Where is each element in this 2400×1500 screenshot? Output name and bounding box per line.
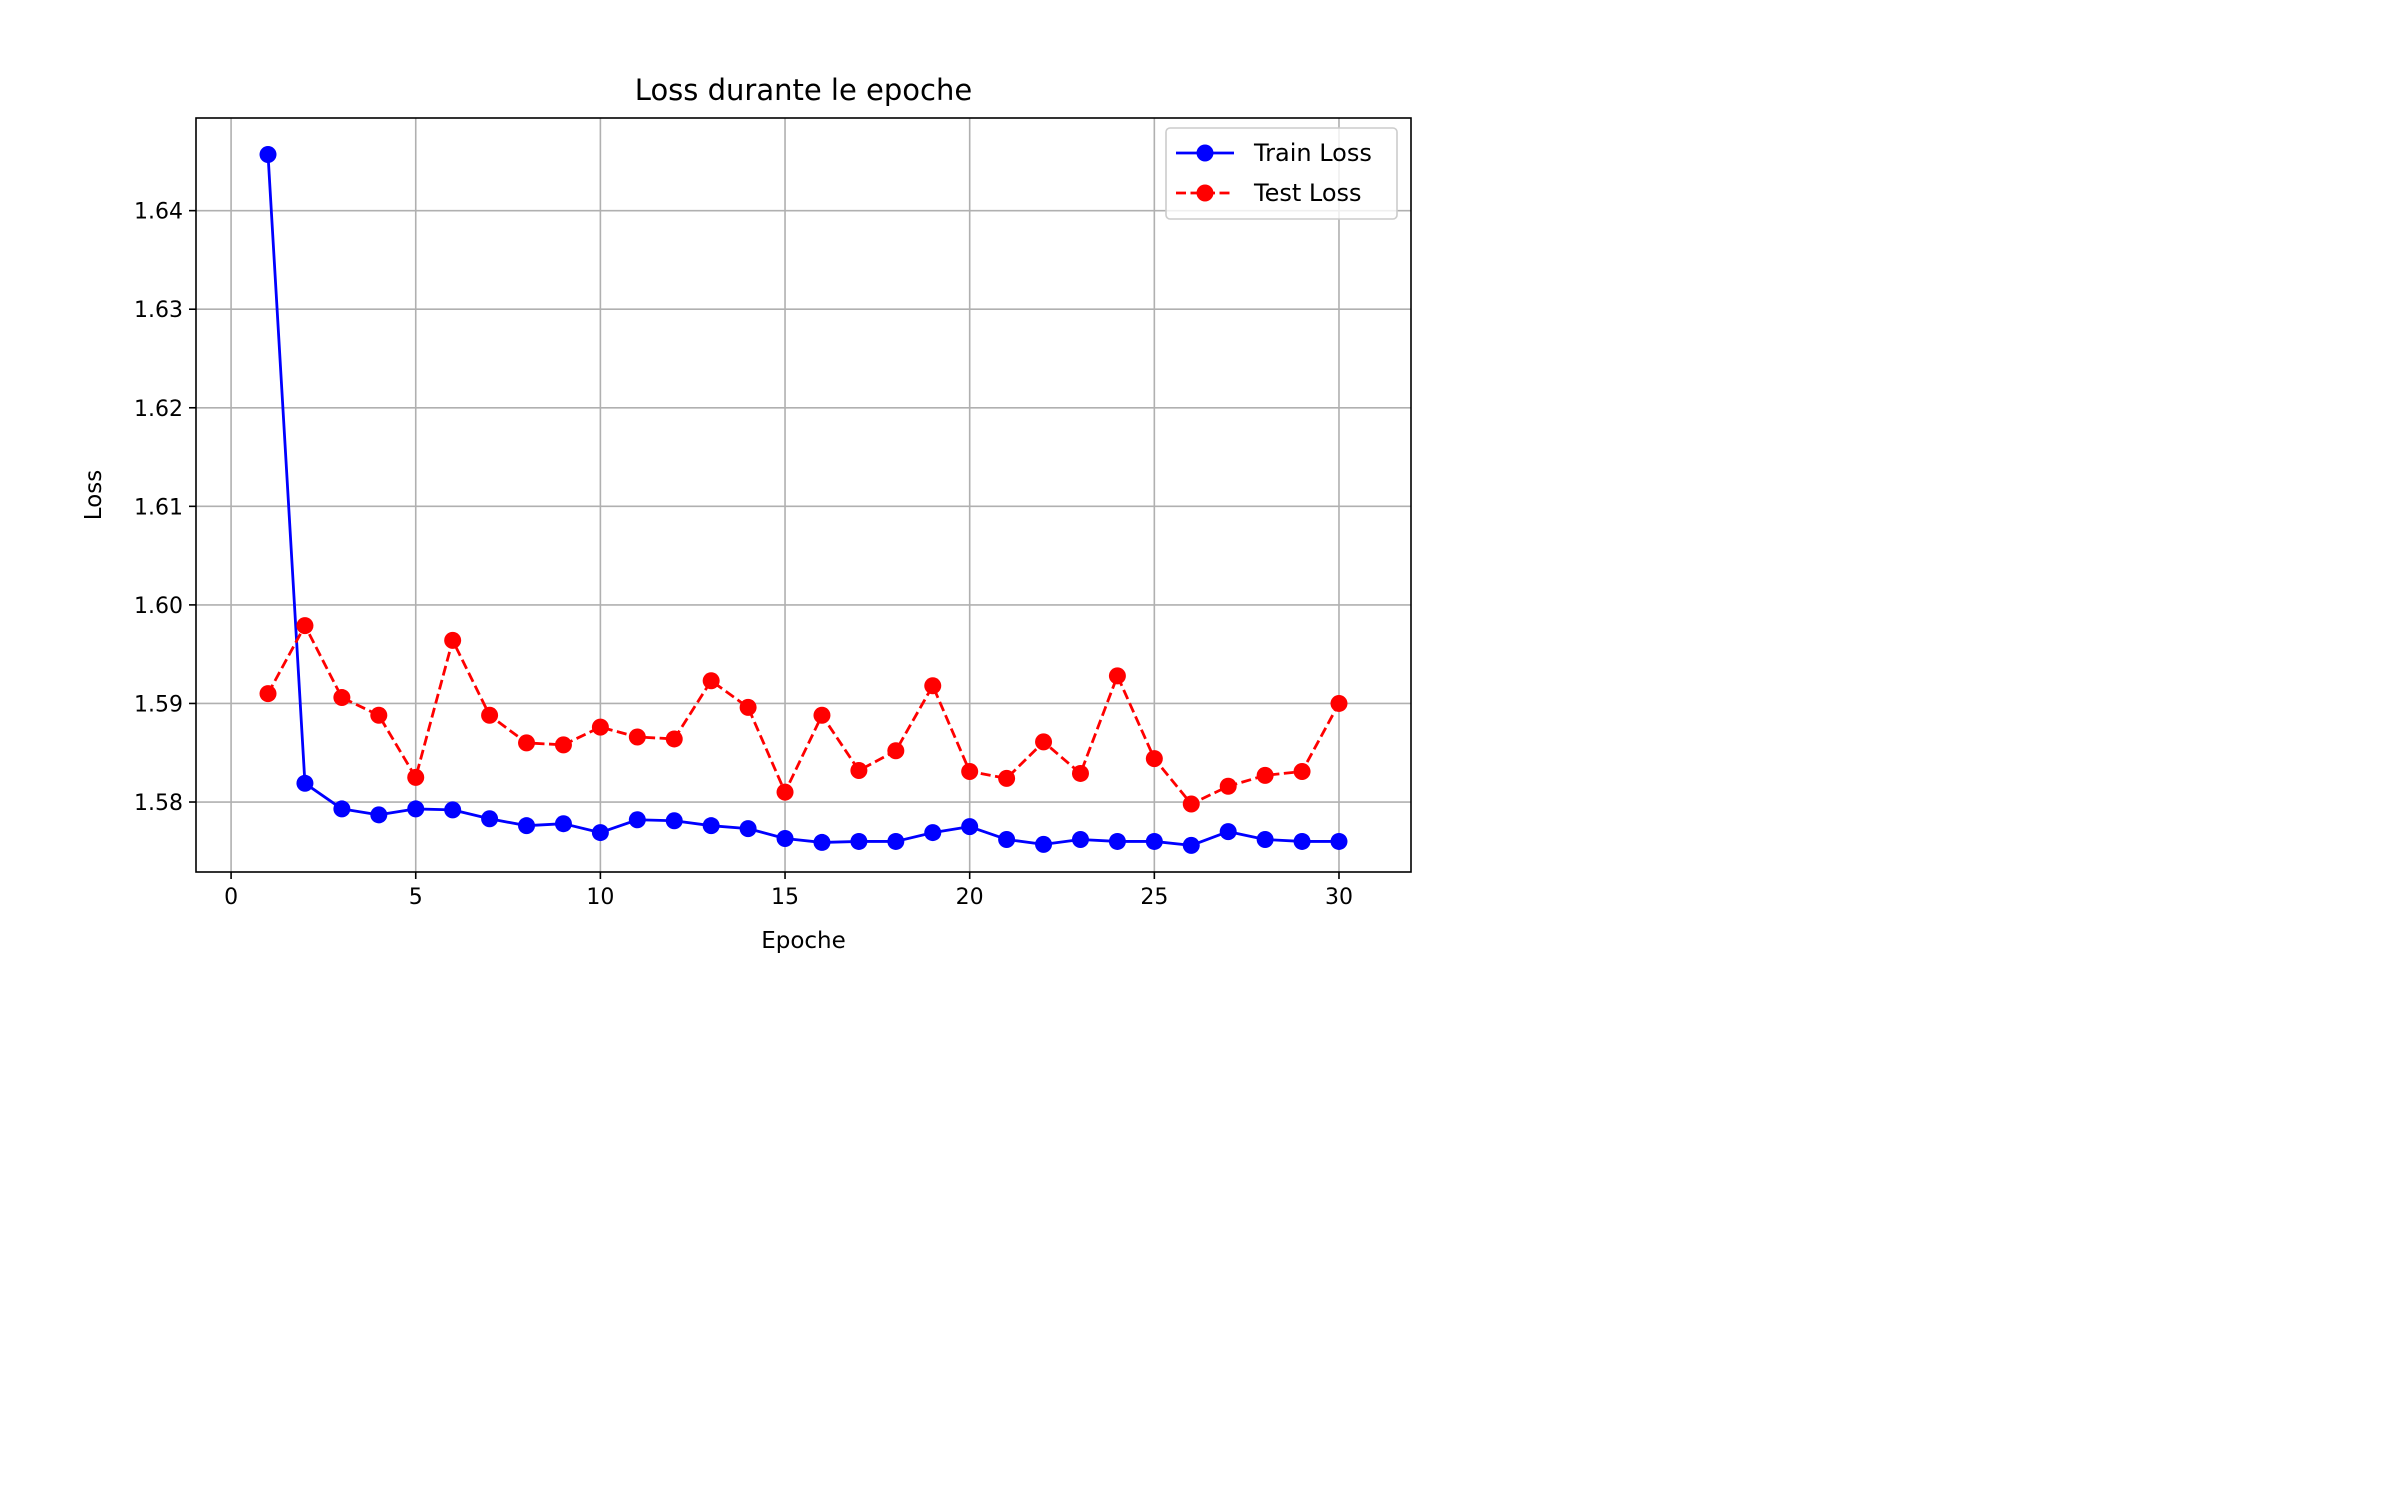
data-point [259,685,277,703]
data-point [887,742,905,760]
data-point [481,706,499,724]
data-point [665,730,683,748]
data-point [665,812,683,830]
data-point [259,145,277,163]
data-point [887,832,905,850]
data-point [813,833,831,851]
data-point [628,811,646,829]
data-point [1145,832,1163,850]
data-point [961,818,979,836]
data-point [998,830,1016,848]
x-axis: 0 5 10 15 20 25 30 [224,872,1353,910]
data-point [591,718,609,736]
x-tick-label: 20 [956,885,984,910]
data-point [1219,823,1237,841]
y-tick-label: 1.58 [134,791,183,816]
data-point [296,617,314,635]
data-point [1071,764,1089,782]
data-point [1071,830,1089,848]
y-tick-label: 1.63 [134,298,183,323]
x-tick-label: 30 [1325,885,1353,910]
grid [196,118,1411,872]
data-point [924,824,942,842]
data-point [702,817,720,835]
data-point [850,832,868,850]
data-point [554,736,572,754]
series-layer [259,145,1348,854]
chart-title: Loss durante le epoche [635,73,972,107]
data-point [407,768,425,786]
x-tick-label: 10 [586,885,614,910]
series-test-loss [259,617,1348,813]
data-point [702,672,720,690]
legend-box [1165,127,1398,220]
data-point [1108,667,1126,685]
data-point [518,817,536,835]
y-tick-label: 1.59 [134,692,183,717]
x-tick-label: 15 [771,885,799,910]
data-point [370,806,388,824]
data-point [296,774,314,792]
data-point [628,728,646,746]
legend-marker [1196,184,1214,202]
x-tick-label: 25 [1140,885,1168,910]
loss-chart: Loss durante le epoche 0 5 10 15 20 25 30 1.58… [0,0,1546,966]
series-train-loss [259,145,1348,854]
data-point [1182,795,1200,813]
data-point [1145,750,1163,768]
y-tick-label: 1.64 [134,200,183,225]
data-point [1293,762,1311,780]
data-point [1293,832,1311,850]
data-point [370,706,388,724]
legend: Train Loss Test Loss [1165,127,1398,220]
plot-frame [195,117,1412,873]
data-point [998,769,1016,787]
data-point [776,829,794,847]
data-point [407,800,425,818]
y-axis-label: Loss [81,470,107,520]
data-point [518,734,536,752]
x-tick-label: 0 [224,885,238,910]
data-point [1256,830,1274,848]
data-point [1256,766,1274,784]
data-point [776,783,794,801]
data-point [1330,694,1348,712]
data-point [739,820,757,838]
y-tick-label: 1.62 [134,397,183,422]
data-point [924,677,942,695]
data-point [444,801,462,819]
series-line [266,624,1341,806]
legend-item: Test Loss [1176,179,1362,207]
data-point [1035,733,1053,751]
x-axis-label: Epoche [761,928,846,954]
y-tick-label: 1.60 [134,594,183,619]
data-point [1330,832,1348,850]
y-tick-label: 1.61 [134,495,183,520]
legend-label: Test Loss [1253,179,1362,207]
data-point [481,810,499,828]
legend-label: Train Loss [1253,139,1372,167]
data-point [1219,777,1237,795]
legend-item: Train Loss [1176,139,1372,167]
data-point [739,698,757,716]
data-point [591,824,609,842]
y-axis: 1.58 1.59 1.60 1.61 1.62 1.63 1.64 [134,200,196,816]
legend-marker [1196,144,1214,162]
x-tick-label: 5 [409,885,423,910]
data-point [961,762,979,780]
data-point [813,706,831,724]
data-point [333,689,351,707]
data-point [1182,836,1200,854]
data-point [333,800,351,818]
data-point [554,815,572,833]
data-point [1035,835,1053,853]
data-point [1108,832,1126,850]
data-point [444,631,462,649]
data-point [850,761,868,779]
